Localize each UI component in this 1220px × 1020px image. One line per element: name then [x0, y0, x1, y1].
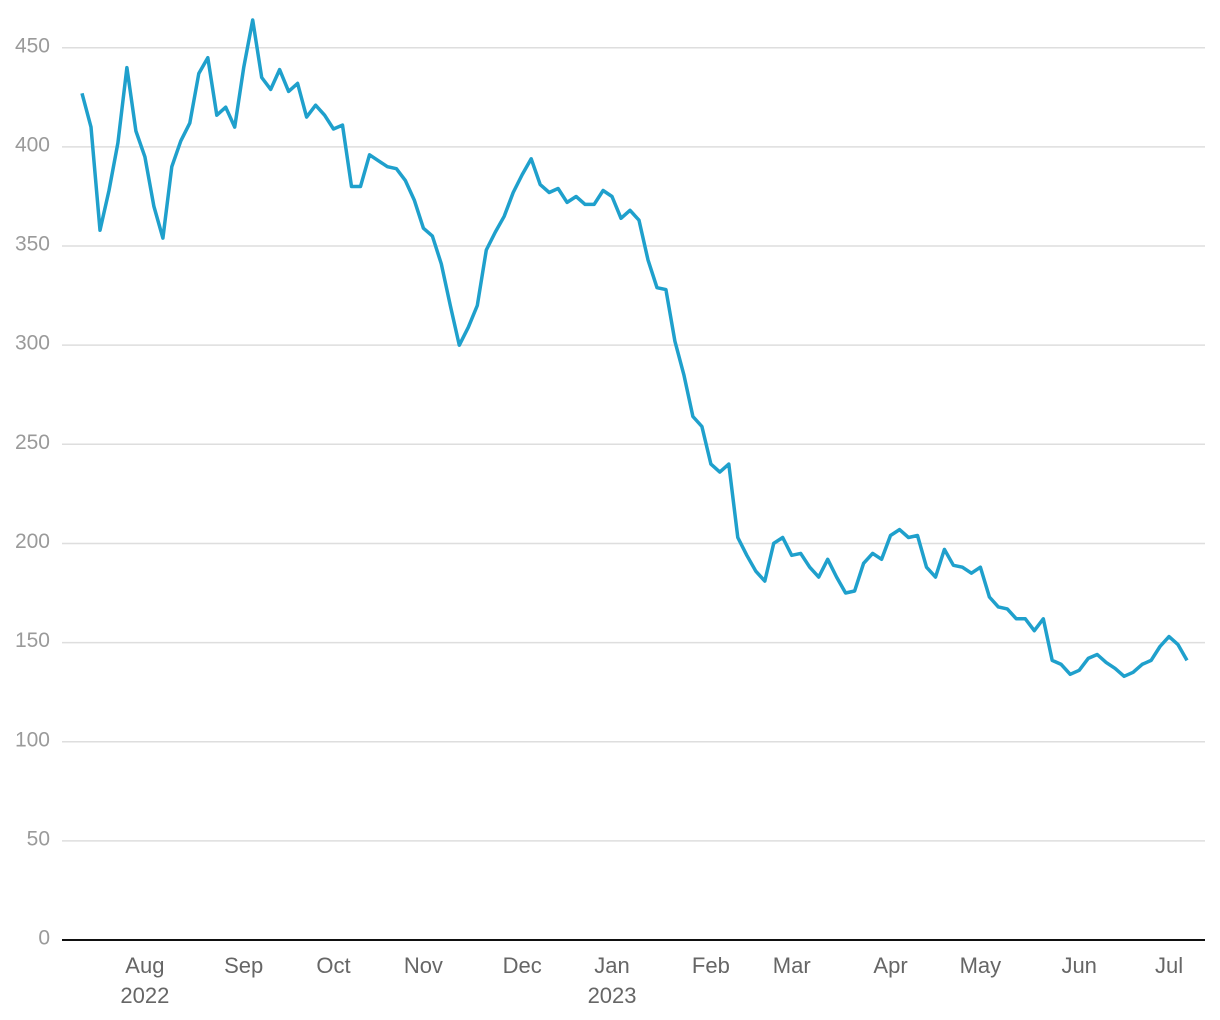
- y-tick-label: 350: [15, 233, 50, 256]
- y-tick-label: 100: [15, 728, 50, 751]
- y-tick-label: 400: [15, 133, 50, 156]
- x-tick-label: May: [960, 953, 1002, 978]
- x-tick-label: Jan: [594, 953, 629, 978]
- x-year-label: 2022: [120, 983, 169, 1008]
- y-tick-label: 50: [27, 827, 50, 850]
- x-tick-label: Apr: [873, 953, 907, 978]
- x-year-label: 2023: [588, 983, 637, 1008]
- y-tick-label: 250: [15, 431, 50, 454]
- x-tick-label: Feb: [692, 953, 730, 978]
- x-tick-label: Jun: [1061, 953, 1096, 978]
- x-tick-label: Nov: [404, 953, 443, 978]
- y-tick-label: 0: [38, 927, 50, 950]
- y-tick-label: 300: [15, 332, 50, 355]
- x-tick-label: Mar: [773, 953, 811, 978]
- y-tick-label: 200: [15, 530, 50, 553]
- x-tick-label: Oct: [316, 953, 350, 978]
- y-tick-label: 450: [15, 34, 50, 57]
- x-tick-label: Aug: [125, 953, 164, 978]
- x-tick-label: Jul: [1155, 953, 1183, 978]
- price-line: [80, 18, 1189, 679]
- y-tick-label: 150: [15, 629, 50, 652]
- x-tick-label: Dec: [503, 953, 542, 978]
- x-tick-label: Sep: [224, 953, 263, 978]
